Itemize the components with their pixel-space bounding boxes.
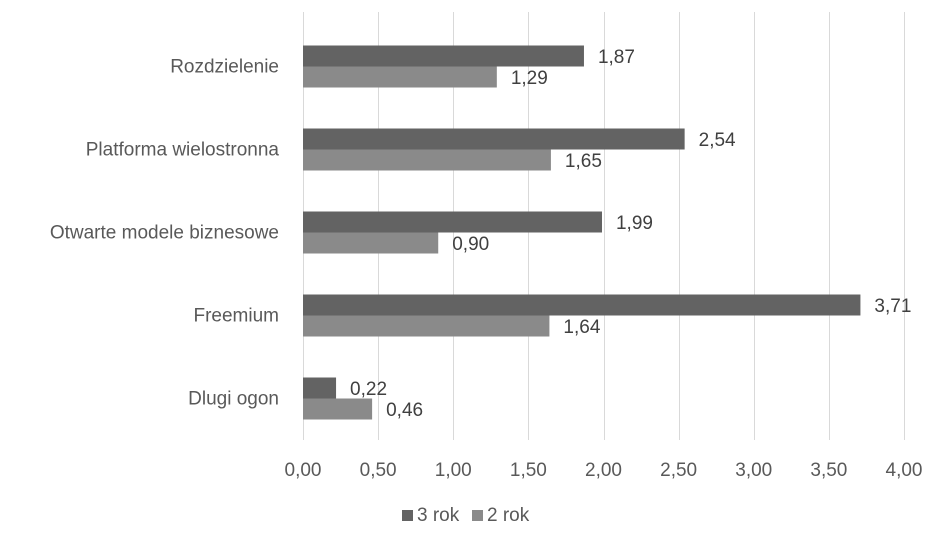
- bar-series-2: [303, 398, 373, 420]
- x-tick-label: 1,00: [435, 460, 472, 481]
- data-label: 3,71: [874, 296, 911, 317]
- bar-series-2: [303, 315, 550, 337]
- legend-label: 3 rok: [417, 505, 460, 526]
- category-label: Freemium: [193, 306, 279, 327]
- category-label: Otwarte modele biznesowe: [50, 223, 279, 244]
- data-label: 0,90: [452, 234, 489, 255]
- bar-series-1: [303, 294, 861, 316]
- x-tick-label: 1,50: [510, 460, 547, 481]
- bars: [303, 45, 861, 420]
- data-labels: 1,87 1,29 2,54 1,65 1,99 0,90 3,71 1,64 0,220,46: [350, 47, 911, 421]
- legend: 3 rok 2 rok: [402, 505, 530, 526]
- x-tick-label: 4,00: [886, 460, 923, 481]
- category-labels: Rozdzielenie Platforma wielostronna Otwart…: [50, 57, 280, 410]
- x-tick-labels: 0,00 0,50 1,00 1,50 2,00 2,50 3,00 3,50 4,00: [285, 460, 923, 481]
- bar-series-2: [303, 149, 551, 171]
- category-label: Platforma wielostronna: [86, 140, 280, 161]
- bar-series-1: [303, 377, 337, 399]
- data-label: 1,64: [563, 317, 600, 338]
- x-tick-label: 2,50: [660, 460, 697, 481]
- x-tick-label: 0,00: [285, 460, 322, 481]
- bar-series-2: [303, 66, 497, 88]
- category-label: Rozdzielenie: [170, 57, 279, 78]
- data-label: 1,99: [616, 213, 653, 234]
- bar-series-1: [303, 45, 584, 67]
- data-label: 2,54: [699, 130, 736, 151]
- data-label: 1,29: [511, 68, 548, 89]
- x-tick-label: 2,00: [585, 460, 622, 481]
- legend-swatch: [402, 510, 413, 521]
- legend-swatch: [472, 510, 483, 521]
- legend-label: 2 rok: [487, 505, 530, 526]
- x-tick-label: 0,50: [360, 460, 397, 481]
- category-label: Dlugi ogon: [188, 389, 279, 410]
- data-label: 1,87: [598, 47, 635, 68]
- data-label: 1,65: [565, 151, 602, 172]
- data-label: 0,46: [386, 400, 423, 421]
- bar-series-1: [303, 128, 685, 150]
- data-label: 0,22: [350, 379, 387, 400]
- x-tick-label: 3,00: [735, 460, 772, 481]
- bar-series-1: [303, 211, 602, 233]
- bar-series-2: [303, 232, 439, 254]
- x-tick-label: 3,50: [810, 460, 847, 481]
